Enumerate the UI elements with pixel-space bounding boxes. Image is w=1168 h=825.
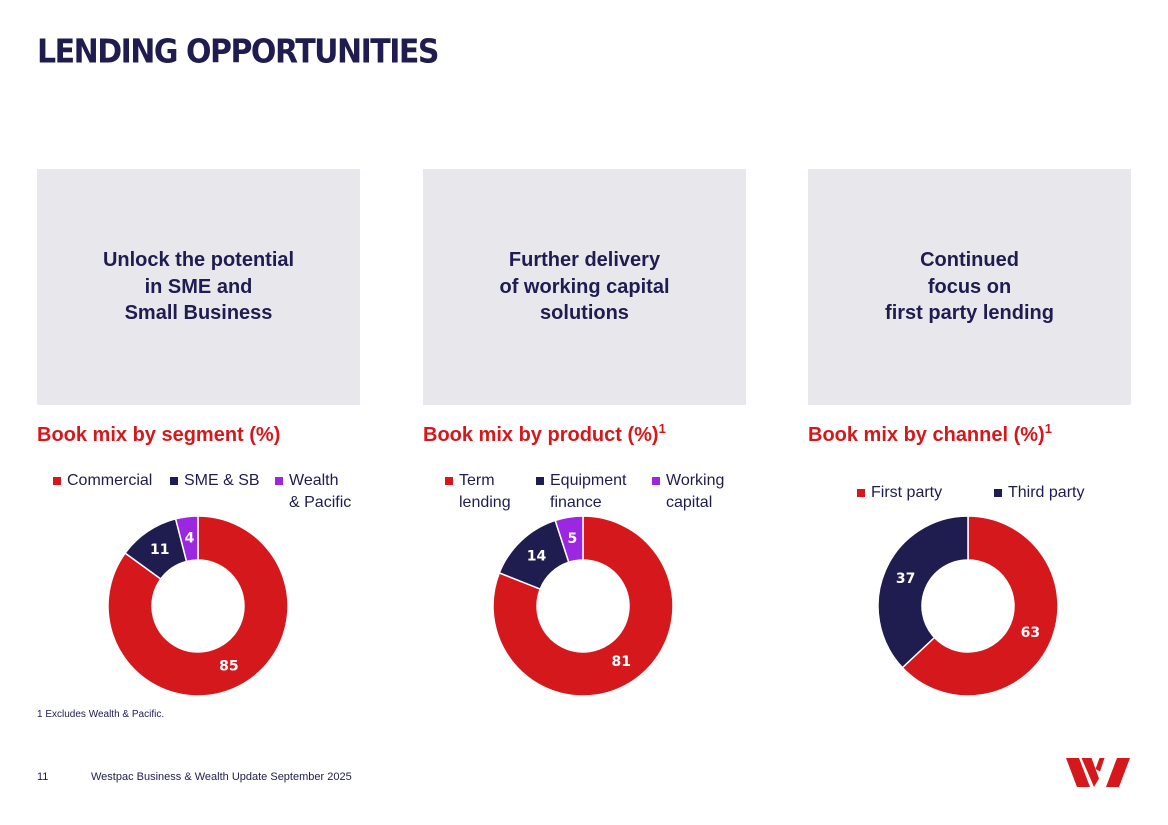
legend-item-first-party: First party <box>857 482 943 504</box>
chart-title-superscript: 1 <box>1044 421 1052 436</box>
slice-wealth-pacific <box>174 515 199 563</box>
legend-item-wealth-pacific: Wealth & Pacific <box>275 470 352 514</box>
panel-line: solutions <box>540 302 629 325</box>
legend-swatch <box>536 477 544 485</box>
panel-text: Further delivery of working capital solu… <box>499 247 669 327</box>
chart-title-text: Book mix by product (%) <box>423 424 659 446</box>
legend-label: Term <box>459 472 495 489</box>
data-label-sme-sb: 11 <box>150 542 169 558</box>
legend-swatch <box>652 477 660 485</box>
panel-text: Continued focus on first party lending <box>885 247 1054 327</box>
legend-label: finance <box>550 494 602 511</box>
panel-line: in SME and <box>144 275 253 298</box>
legend-label: Commercial <box>67 472 153 489</box>
panel-line: Continued <box>920 249 1019 272</box>
legend-item-equipment-finance: Equipment finance <box>536 470 627 514</box>
panel-working-capital: Further delivery of working capital solu… <box>423 169 746 405</box>
data-label-first-party: 63 <box>1021 625 1040 641</box>
slice-third-party <box>877 515 969 669</box>
legend-item-working-capital: Working capital <box>652 470 725 514</box>
page-number: 11 <box>37 771 49 783</box>
legend-item-commercial: Commercial <box>53 470 153 492</box>
panel-text: Unlock the potential in SME and Small Bu… <box>103 247 294 327</box>
chart-title-text: Book mix by segment (%) <box>37 424 281 446</box>
panel-line: focus on <box>927 275 1012 298</box>
legend-swatch <box>53 477 61 485</box>
legend-swatch <box>445 477 453 485</box>
panel-sme: Unlock the potential in SME and Small Bu… <box>37 169 360 405</box>
legend-label: Equipment <box>550 472 627 489</box>
donut-chart-product: 81 14 5 <box>492 515 674 697</box>
data-label-wealth-pacific: 4 <box>185 531 195 547</box>
slice-term-lending <box>492 515 674 697</box>
chart-title-product: Book mix by product (%)1 <box>423 421 666 447</box>
legend-label: Working <box>666 472 725 489</box>
legend-label: SME & SB <box>184 472 260 489</box>
legend-label: First party <box>871 484 943 501</box>
legend-label: & Pacific <box>289 494 352 511</box>
legend-swatch <box>170 477 178 485</box>
westpac-logo <box>1066 758 1130 787</box>
footnote: 1 Excludes Wealth & Pacific. <box>37 709 165 720</box>
panel-line: Small Business <box>124 302 273 325</box>
slice-first-party <box>901 515 1059 697</box>
panel-line: Unlock the potential <box>102 249 295 272</box>
slice-working-capital <box>554 515 584 564</box>
panel-line: of working capital <box>499 275 670 298</box>
legend-label: lending <box>459 494 511 511</box>
chart-title-segment: Book mix by segment (%) <box>37 421 280 447</box>
legend-item-term-lending: Term lending <box>445 470 511 514</box>
legend-label: Third party <box>1008 484 1085 501</box>
footer-text: Westpac Business & Wealth Update Septemb… <box>91 771 352 783</box>
donut-chart-segment: 85 11 4 <box>107 515 289 697</box>
data-label-working-capital: 5 <box>567 531 577 547</box>
legend-item-sme-sb: SME & SB <box>170 470 260 492</box>
chart-title-superscript: 1 <box>658 421 666 436</box>
legend-label: capital <box>666 494 713 511</box>
panel-line: first party lending <box>885 302 1054 325</box>
legend-swatch <box>994 489 1002 497</box>
chart-title-text: Book mix by channel (%) <box>808 424 1045 446</box>
legend-item-third-party: Third party <box>994 482 1085 504</box>
data-label-term-lending: 81 <box>611 654 630 670</box>
slice-commercial <box>107 515 289 697</box>
data-label-third-party: 37 <box>896 571 915 587</box>
legend-label: Wealth <box>289 472 339 489</box>
legend-swatch <box>275 477 283 485</box>
panel-line: Further delivery <box>508 249 661 272</box>
donut-chart-channel: 63 37 <box>877 515 1059 697</box>
data-label-commercial: 85 <box>219 659 238 675</box>
legend-swatch <box>857 489 865 497</box>
page-title: LENDING OPPORTUNITIES <box>37 33 440 72</box>
panel-first-party: Continued focus on first party lending <box>808 169 1131 405</box>
chart-title-channel: Book mix by channel (%)1 <box>808 421 1052 447</box>
data-label-equipment-finance: 14 <box>527 548 547 564</box>
